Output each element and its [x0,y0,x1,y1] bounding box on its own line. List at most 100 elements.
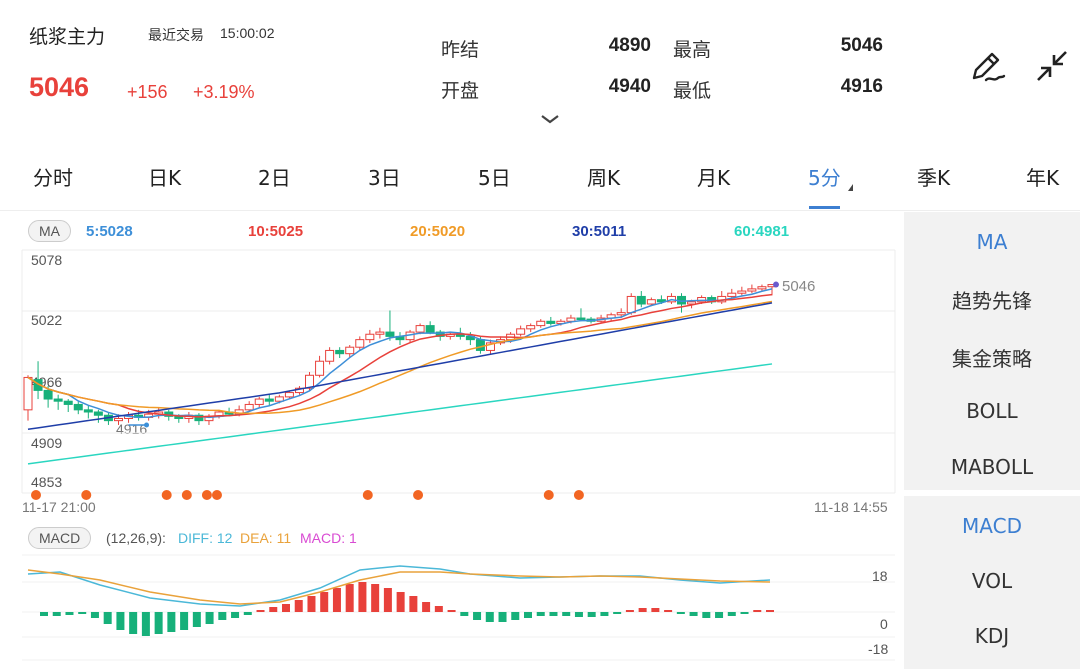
trade-time: 15:00:02 [220,25,275,41]
macd-bar-down [740,612,749,614]
tab-5min[interactable]: 5分 [808,166,841,190]
low-label: 最低 [673,80,712,102]
signal-marker-dot [31,490,41,500]
candle-up [315,360,325,376]
candle-up [687,301,697,305]
macd-bar-down [218,612,227,620]
macd-bar-down [727,612,736,616]
macd-bar-down [141,612,150,636]
candle-up [737,290,747,294]
indicator-vol[interactable]: VOL [971,569,1013,593]
candle-up [485,342,495,351]
signal-marker-dot [211,490,222,500]
macd-bar-down [574,612,583,617]
macd-bar-down [205,612,214,624]
y-tick-label: 5022 [31,312,63,328]
macd-bar-up [256,610,265,612]
candle-up [23,376,33,411]
ma-indicator-badge[interactable]: MA [28,220,71,242]
candle-up [365,333,375,341]
macd-bar-down [562,612,571,616]
macd-bar-up [434,606,443,612]
candle-up [516,328,526,335]
open-value: 4940 [608,76,651,97]
macd-indicator-badge[interactable]: MACD [28,527,92,549]
indicator-maboll[interactable]: MABOLL [950,455,1034,479]
indicator-ma[interactable]: MA [976,230,1008,254]
signal-marker-dot [362,490,373,500]
macd-bar-down [473,612,482,620]
signal-marker-dot [201,490,212,500]
ma5-legend: 5:5028 [86,223,133,240]
tab-daily-k[interactable]: 日K [148,166,182,190]
macd-bar-down [90,612,99,618]
low-value: 4916 [840,76,883,97]
signal-marker-dot [573,490,584,500]
signal-marker-dot [161,490,172,500]
macd-bar-up [332,588,341,612]
active-tab-indicator [809,206,840,209]
high-label: 最高 [673,39,712,61]
candle-down [73,403,83,411]
candle-down [83,409,93,413]
y-tick-label: 5078 [31,252,63,268]
macd-dea-value: DEA: 11 [240,530,292,546]
indicator-trend-pioneer[interactable]: 趋势先锋 [952,289,1032,313]
candle-down [264,398,274,402]
indicator-capital-strategy[interactable]: 集金策略 [952,347,1032,371]
ma30-legend: 30:5011 [572,223,627,240]
indicator-boll[interactable]: BOLL [966,399,1018,423]
macd-bar-down [65,612,74,615]
candle-up [566,317,576,322]
signal-marker-dot [181,490,192,500]
x-end-label: 11-18 14:55 [814,499,888,515]
candle-down [335,349,345,355]
macd-bar-up [625,610,634,612]
tab-2day[interactable]: 2日 [258,166,291,190]
ma10-legend: 10:5025 [248,223,304,240]
tab-3day[interactable]: 3日 [368,166,401,190]
macd-params: (12,26,9): [106,530,166,546]
candle-up [274,396,284,402]
indicator-macd[interactable]: MACD [962,514,1022,538]
main-indicator-panel: MA 趋势先锋 集金策略 BOLL MABOLL [904,212,1080,490]
candle-up [244,403,254,411]
macd-bar-up [447,610,456,612]
tab-5day[interactable]: 5日 [478,166,511,190]
tab-quarterly-k[interactable]: 季K [917,166,951,190]
ma10-line [27,293,773,418]
divider [0,210,1080,211]
macd-bar-down [702,612,711,618]
macd-bar-up [307,596,316,612]
candle-up [415,325,425,333]
candle-up [325,349,335,362]
macd-bar-down [536,612,545,616]
macd-bar-down [511,612,520,620]
macd-bar-up [651,608,660,612]
ma20-line [27,300,773,415]
price-change: +156 [127,82,168,102]
tab-weekly-k[interactable]: 周K [587,166,621,190]
ma60-legend: 60:4981 [734,223,790,240]
macd-bar-down [485,612,494,622]
macd-bar-down [243,612,252,615]
candle-up [305,374,315,389]
tab-yearly-k[interactable]: 年K [1026,166,1060,190]
candle-down [475,339,485,351]
pen-draw-icon[interactable] [968,46,1008,86]
prev-settle-value: 4890 [608,35,651,56]
open-label: 开盘 [441,80,480,102]
indicator-kdj[interactable]: KDJ [974,624,1010,648]
collapse-arrows-icon[interactable] [1032,46,1072,86]
price-change-pct: +3.19% [193,82,255,102]
chevron-down-icon[interactable] [540,112,560,126]
tab-dropdown-caret-icon[interactable] [848,184,853,191]
macd-bar-up [664,610,673,612]
candle-down [576,317,586,321]
last-price-dot [773,281,779,288]
tab-minute[interactable]: 分时 [33,166,73,190]
macd-bar-up [294,600,303,612]
candle-up [355,339,365,348]
tab-monthly-k[interactable]: 月K [697,166,731,190]
